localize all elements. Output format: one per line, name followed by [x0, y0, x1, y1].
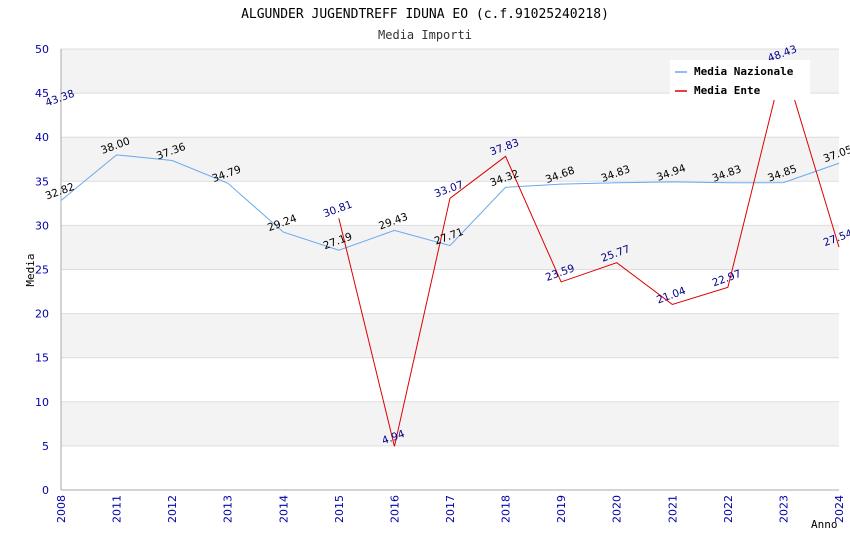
- y-axis-label: Media: [24, 253, 37, 286]
- grid-band: [61, 401, 839, 446]
- x-tick-label: 2014: [277, 495, 290, 523]
- y-tick-label: 5: [42, 440, 49, 453]
- y-tick-label: 15: [35, 352, 49, 365]
- y-tick-label: 10: [35, 396, 49, 409]
- x-tick-label: 2019: [555, 495, 568, 523]
- y-tick-label: 0: [42, 484, 49, 497]
- grid-lines: [61, 48, 839, 491]
- chart-title: ALGUNDER JUGENDTREFF IDUNA EO (c.f.91025…: [241, 7, 609, 22]
- x-tick-label: 2011: [111, 495, 124, 523]
- data-label-ente: 22.97: [711, 268, 743, 290]
- grid-band: [61, 225, 839, 270]
- legend-label-ente: Media Ente: [694, 84, 761, 97]
- x-tick-labels: 2008 2011 2012 2013 2014 2015 2016 2017 2018 2019…: [55, 495, 846, 523]
- x-tick-label: 2018: [500, 495, 513, 523]
- y-tick-label: 35: [35, 175, 49, 188]
- grid-bands: [61, 49, 839, 446]
- y-tick-label: 45: [35, 87, 49, 100]
- series-line-ente: [338, 60, 840, 447]
- y-tick-labels: 0 5 10 15 20 25 30 35 40 45 50: [35, 43, 49, 497]
- x-tick-label: 2013: [222, 495, 235, 523]
- x-tick-label: 2008: [55, 495, 68, 523]
- x-tick-label: 2021: [666, 495, 679, 523]
- x-tick-label: 2016: [388, 495, 401, 523]
- x-tick-label: 2024: [833, 495, 846, 523]
- chart-subtitle: Media Importi: [378, 28, 472, 42]
- x-tick-label: 2020: [611, 495, 624, 523]
- legend-label-nazionale: Media Nazionale: [694, 65, 794, 78]
- y-tick-label: 20: [35, 308, 49, 321]
- legend: Media Nazionale Media Ente: [670, 60, 810, 100]
- axes: [60, 49, 839, 491]
- series-line-nazionale: [60, 154, 840, 251]
- x-tick-label: 2022: [722, 495, 735, 523]
- grid-band: [61, 137, 839, 182]
- x-axis-label: Anno: [811, 518, 838, 531]
- data-label-ente: 30.81: [322, 199, 354, 221]
- y-tick-label: 40: [35, 131, 49, 144]
- x-tick-label: 2017: [444, 495, 457, 523]
- y-tick-label: 25: [35, 264, 49, 277]
- series-lines: [60, 60, 840, 447]
- x-tick-label: 2015: [333, 495, 346, 523]
- grid-band: [61, 313, 839, 358]
- data-label-ente: 21.04: [655, 285, 688, 307]
- x-tick-label: 2012: [166, 495, 179, 523]
- y-tick-label: 30: [35, 219, 49, 232]
- x-tick-label: 2023: [777, 495, 790, 523]
- legend-box: [670, 60, 810, 100]
- data-label-ente: 33.07: [433, 179, 465, 201]
- y-tick-label: 50: [35, 43, 49, 56]
